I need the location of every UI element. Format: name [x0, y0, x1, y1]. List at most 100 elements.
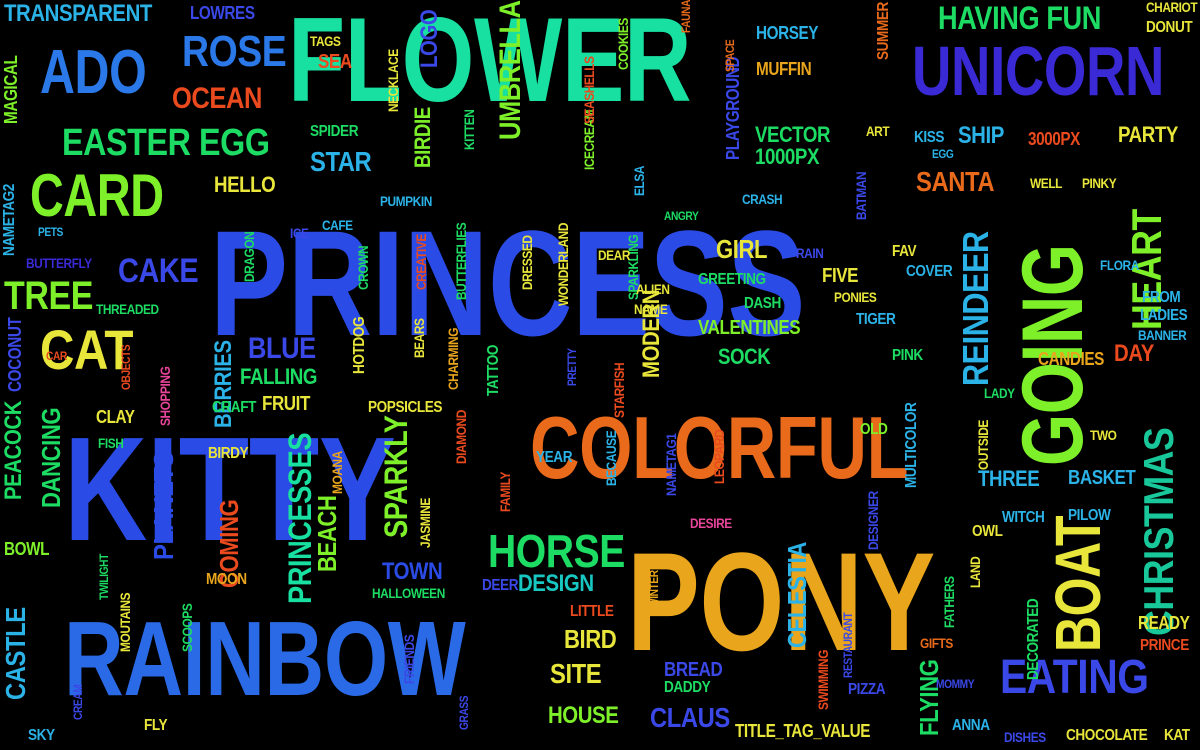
word-kitten: KITTEN: [461, 109, 477, 150]
word-site: SITE: [550, 658, 602, 689]
word-mommy: MOMMY: [936, 677, 975, 691]
word-clay: CLAY: [96, 407, 135, 427]
word-coconut: COCONUT: [5, 317, 25, 392]
word-tattoo: TATTOO: [485, 344, 502, 396]
word-fauna: FAUNA: [679, 0, 693, 34]
word-girl: GIRL: [716, 234, 768, 264]
word-diamond: DIAMOND: [453, 410, 469, 464]
word-ready: READY: [1138, 613, 1190, 633]
word-restaurant: RESTAURANT: [841, 612, 855, 678]
word-cookies: COOKIES: [615, 18, 631, 70]
word-designer: DESIGNER: [865, 491, 881, 550]
word-title-tag-value: TITLE_TAG_VALUE: [735, 721, 871, 741]
word-friends: FRIENDS: [401, 634, 417, 684]
word-name: NAME: [634, 301, 668, 317]
word-batman: BATMAN: [853, 171, 869, 220]
word-cake: CAKE: [118, 252, 199, 290]
word-because: BECAUSE: [603, 430, 619, 486]
word-day: DAY: [1114, 340, 1154, 367]
word-ice: ICE: [290, 225, 309, 241]
word-birdy: BIRDY: [208, 445, 249, 462]
word-santa: SANTA: [916, 166, 995, 197]
word-car: CAR: [46, 349, 67, 363]
word-sparkly: SPARKLY: [378, 415, 414, 538]
word-three: THREE: [978, 466, 1040, 491]
word-kitty: KITTY: [64, 407, 396, 572]
word-hello: HELLO: [214, 172, 276, 197]
word-flower: FLOWER: [288, 0, 692, 127]
word-falling: FALLING: [240, 364, 318, 389]
word-elsa: ELSA: [631, 165, 647, 196]
word-card: CARD: [30, 162, 164, 229]
word-land: LAND: [967, 556, 983, 588]
word-castle: CASTLE: [0, 607, 31, 700]
word-fav: FAV: [892, 243, 917, 260]
word-logo: LOGO: [416, 9, 443, 68]
word-twilight: TWILIGHT: [97, 554, 111, 600]
word-spider: SPIDER: [310, 123, 359, 140]
word-winter: WINTER: [647, 570, 661, 608]
word-chocolate: CHOCOLATE: [1066, 727, 1148, 744]
word-valentines: VALENTINES: [698, 317, 801, 339]
word-donut: DONUT: [1146, 19, 1193, 36]
word-egg: EGG: [932, 147, 954, 161]
word-flora: FLORA: [1100, 257, 1139, 273]
word-halloween: HALLOWEEN: [372, 585, 445, 601]
word-fathers: FATHERS: [941, 576, 957, 628]
word-rainbow: RAINBOW: [64, 600, 466, 718]
word-fruit: FRUIT: [262, 393, 310, 415]
word-greeting: GREETING: [698, 271, 766, 288]
word-charming: CHARMING: [445, 327, 461, 390]
word-wonderland: WONDERLAND: [555, 222, 571, 306]
word-eating: EATING: [1000, 651, 1149, 704]
word-decorated: DECORATED: [1025, 598, 1042, 680]
word-ponies: PONIES: [834, 289, 877, 305]
word-horse: HORSE: [488, 525, 625, 577]
word-ship: SHIP: [958, 122, 1004, 149]
word-popsicles: POPSICLES: [368, 399, 443, 416]
word-prince: PRINCE: [1140, 637, 1189, 654]
word-pretty: PRETTY: [565, 348, 579, 386]
word-celestia: CELESTIA: [782, 542, 812, 648]
word-house: HOUSE: [548, 702, 619, 729]
word-well: WELL: [1030, 175, 1063, 191]
word-party: PARTY: [1118, 122, 1178, 147]
word-horsey: HORSEY: [756, 23, 819, 43]
word-cover: COVER: [906, 263, 953, 280]
word-craft: CRAFT: [212, 399, 256, 416]
word-sea: SEA: [318, 51, 352, 73]
word-butterflies: BUTTERFLIES: [453, 222, 469, 300]
word-playground: PLAYGROUND: [723, 56, 743, 160]
word-lady: LADY: [984, 385, 1015, 401]
word-space: SPACE: [723, 39, 737, 72]
word-crown: CROWN: [355, 245, 371, 290]
word-cream: CREAM: [71, 684, 85, 720]
word-necklace: NECKLACE: [385, 49, 401, 112]
word-tiger: TIGER: [856, 311, 896, 328]
word-creative: CREATIVE: [413, 234, 429, 290]
word-two: TWO: [1090, 427, 1117, 443]
word-five: FIVE: [822, 265, 859, 287]
word-seashells: SEASHELLS: [581, 56, 597, 125]
word-bread: BREAD: [664, 659, 723, 681]
word-fly: FLY: [144, 717, 168, 734]
word-bowl: BOWL: [4, 539, 50, 559]
word-pilow: PILOW: [1068, 507, 1111, 524]
word-owl: OWL: [972, 523, 1003, 540]
word-leopard: LEOPARD: [711, 429, 727, 484]
word-outside: OUTSIDE: [975, 420, 991, 470]
word-threaded: THREADED: [96, 301, 159, 317]
word-umbrella: UMBRELLA: [494, 0, 527, 141]
word-scoops: SCOOPS: [179, 603, 195, 652]
word-dancing: DANCING: [36, 407, 66, 508]
word-easter-egg: EASTER EGG: [62, 122, 270, 164]
word-kiss: KISS: [914, 129, 945, 146]
word-dishes: DISHES: [1004, 729, 1046, 745]
word-summer: SUMMER: [875, 2, 892, 61]
word-reindeer: REINDEER: [955, 231, 996, 386]
word-sock: SOCK: [718, 344, 771, 369]
word-shopping: SHOPPING: [157, 366, 173, 426]
word-crash: CRASH: [742, 191, 783, 207]
word-daddy: DADDY: [664, 679, 711, 696]
word-cafe: CAFE: [322, 217, 353, 233]
